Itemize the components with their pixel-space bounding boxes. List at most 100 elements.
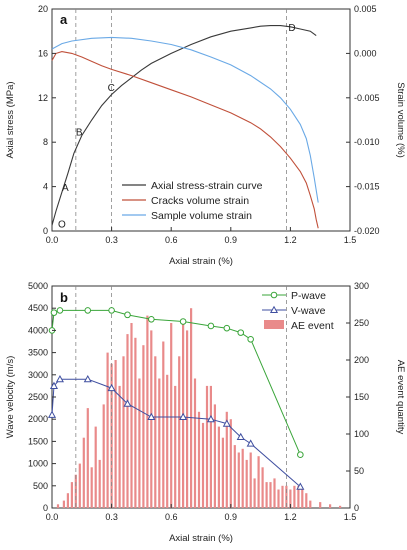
ae-bar — [273, 478, 276, 508]
y-tick-label: 20 — [38, 4, 48, 14]
ae-bar — [90, 467, 93, 508]
ae-bar — [205, 385, 209, 508]
panel-b-legend: P-wave V-wave AE event — [262, 290, 334, 332]
ae-bar — [217, 426, 220, 508]
ae-bar — [225, 411, 228, 508]
v-wave-point — [49, 381, 59, 389]
x-tick-label: 0.6 — [165, 512, 178, 522]
y2-tick-label: -0.020 — [354, 226, 380, 236]
y-tick-label: 5000 — [28, 281, 48, 291]
panel-b: 0.0 0.3 0.6 0.9 1.2 1.5 050010001500200025003… — [5, 281, 406, 544]
ae-bar — [265, 482, 268, 508]
ae-bar — [253, 478, 256, 508]
ae-bar — [269, 482, 272, 508]
ae-bar — [329, 504, 332, 508]
panel-a-x-ticks: 0.0 0.3 0.6 0.9 1.2 1.5 — [46, 227, 356, 245]
y2-tick-label: 300 — [354, 281, 369, 291]
ae-bar — [70, 482, 73, 508]
panel-a-letter: a — [60, 12, 68, 27]
ae-bar — [66, 493, 69, 508]
x-tick-label: 0.0 — [46, 235, 59, 245]
p-wave-point — [56, 307, 64, 314]
y2-tick-label: 0 — [354, 503, 359, 513]
ae-bar — [86, 408, 89, 508]
ae-bar — [289, 489, 292, 508]
x-tick-label: 1.2 — [284, 235, 297, 245]
ae-bar — [98, 459, 101, 508]
ae-bar — [94, 426, 97, 508]
panel-b-ae-bars — [56, 308, 342, 508]
ae-bar — [209, 385, 212, 508]
panel-a-ylabel: Axial stress (MPa) — [5, 81, 16, 158]
y-tick-label: 12 — [38, 93, 48, 103]
ae-bar — [174, 385, 177, 508]
x-tick-label: 0.6 — [165, 235, 178, 245]
point-label: D — [288, 23, 295, 34]
ae-bar — [106, 352, 109, 508]
y2-tick-label: -0.005 — [354, 93, 380, 103]
v-wave-point — [47, 410, 57, 418]
y2-tick-label: 200 — [354, 355, 369, 365]
panel-b-letter: b — [60, 290, 68, 305]
ae-bar — [237, 452, 240, 508]
ae-bar — [186, 330, 189, 508]
ae-bar — [193, 378, 197, 508]
ae-bar — [309, 500, 312, 508]
ae-bar — [293, 485, 296, 508]
ae-bar — [62, 500, 65, 508]
y-tick-label: 16 — [38, 48, 48, 58]
ae-bar — [154, 356, 157, 508]
p-wave-point — [223, 324, 231, 332]
v-wave-point — [123, 399, 132, 407]
ae-bar — [233, 445, 236, 508]
y-tick-label: 2500 — [28, 392, 48, 402]
x-tick-label: 0.9 — [225, 235, 238, 245]
p-wave-point — [108, 307, 115, 314]
p-wave-point — [207, 322, 215, 330]
y2-tick-label: 250 — [354, 318, 369, 328]
y-tick-label: 500 — [33, 481, 48, 491]
y-tick-label: 2000 — [28, 414, 48, 424]
legend-marker — [269, 305, 279, 314]
panel-b-ylabel: Wave velocity (m/s) — [5, 356, 16, 439]
point-label: B — [76, 128, 83, 139]
x-tick-label: 0.3 — [105, 235, 118, 245]
panel-a-phase-lines — [75, 9, 287, 231]
y-tick-label: 3000 — [28, 370, 48, 380]
panel-a-legend: Axial stress-strain curve Cracks volume s… — [122, 180, 263, 222]
ae-bar — [166, 374, 169, 508]
ae-bar — [319, 502, 322, 508]
x-tick-label: 0.3 — [105, 512, 118, 522]
ae-bar — [277, 489, 280, 508]
p-wave-point — [124, 311, 131, 319]
x-tick-label: 0.0 — [46, 512, 59, 522]
ae-bar — [249, 452, 252, 508]
v-wave-point — [296, 482, 305, 490]
y-tick-label: 4500 — [28, 303, 48, 313]
y-tick-label: 3500 — [28, 348, 48, 358]
ae-bar — [229, 419, 232, 508]
series-line — [51, 36, 319, 203]
ae-bar — [78, 463, 81, 508]
y2-tick-label: -0.015 — [354, 182, 380, 192]
ae-bar — [339, 505, 342, 508]
panel-b-y2label: AE event quantity — [395, 360, 406, 435]
ae-bar — [158, 378, 161, 508]
ae-bar — [257, 456, 260, 508]
ae-bar — [201, 422, 205, 508]
panel-a-y2-ticks: -0.020 -0.015 -0.010 -0.005 0.000 0.005 — [346, 4, 380, 236]
panel-a-y2label: Strain volume (%) — [395, 82, 406, 158]
y2-tick-label: 50 — [354, 466, 364, 476]
panel-b-xlabel: Axial strain (%) — [169, 533, 233, 544]
legend-label: V-wave — [291, 305, 326, 317]
ae-bar — [134, 337, 137, 508]
y-tick-label: 4 — [43, 182, 48, 192]
ae-bar — [130, 323, 133, 508]
ae-bar — [56, 504, 60, 508]
ae-bar — [281, 485, 284, 508]
ae-bar — [190, 308, 193, 508]
y-tick-label: 0 — [43, 226, 48, 236]
ae-bar — [261, 467, 264, 508]
ae-bar — [197, 411, 201, 508]
